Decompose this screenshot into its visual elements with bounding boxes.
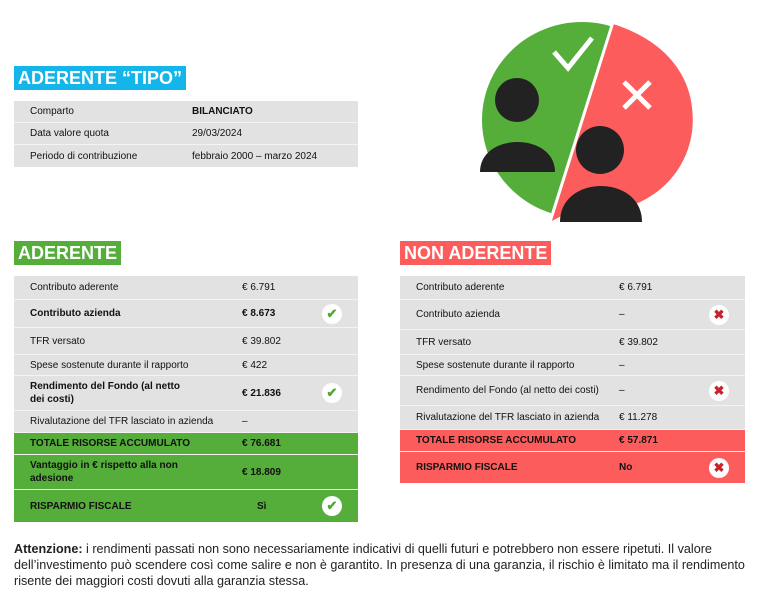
table-row-tax: RISPARMIO FISCALE Sì ✔	[14, 490, 358, 522]
row-value: € 422	[242, 359, 268, 371]
table-row-tax: RISPARMIO FISCALE No ✖	[400, 452, 745, 483]
table-row: Periodo di contribuzione febbraio 2000 – …	[14, 145, 358, 167]
disclaimer-text: i rendimenti passati non sono necessaria…	[14, 542, 745, 588]
person-icon	[560, 126, 642, 222]
row-label: Contributo aderente	[30, 282, 119, 293]
x-icon: ✖	[709, 380, 729, 401]
x-icon: ✖	[709, 457, 729, 478]
row-label: Vantaggio in € rispetto alla non adesion…	[30, 460, 178, 484]
row-value: 29/03/2024	[192, 128, 243, 139]
table-row: Data valore quota 29/03/2024	[14, 123, 358, 145]
row-label: TFR versato	[416, 336, 472, 348]
row-label: Rendimento del Fondo (al netto dei costi…	[416, 385, 599, 396]
row-value: –	[619, 309, 625, 320]
table-row: Contributo azienda € 8.673 ✔	[14, 300, 358, 328]
row-value: Sì	[257, 500, 267, 512]
row-label: Rendimento del Fondo (al netto dei costi…	[30, 381, 180, 405]
non-aderente-title: NON ADERENTE	[400, 241, 552, 265]
row-label: TOTALE RISORSE ACCUMULATO	[416, 435, 576, 446]
row-label: Rivalutazione del TFR lasciato in aziend…	[30, 416, 214, 427]
row-value: febbraio 2000 – marzo 2024	[192, 150, 318, 162]
table-row-total: TOTALE RISORSE ACCUMULATO € 76.681	[14, 433, 358, 455]
row-label: RISPARMIO FISCALE	[416, 462, 518, 473]
check-icon	[552, 36, 594, 72]
non-aderente-table: Contributo aderente € 6.791 Contributo az…	[400, 276, 745, 483]
row-value: € 6.791	[242, 282, 276, 293]
table-row: Spese sostenute durante il rapporto € 422	[14, 355, 358, 376]
table-row-advantage: Vantaggio in € rispetto alla non adesion…	[14, 455, 358, 490]
row-value: –	[619, 359, 625, 371]
row-label: Contributo aderente	[416, 282, 505, 293]
row-value: € 39.802	[242, 335, 281, 347]
x-icon: ✖	[709, 304, 729, 325]
aderente-title: ADERENTE	[14, 241, 122, 265]
row-value: –	[619, 385, 625, 396]
row-value: € 21.836	[242, 387, 281, 399]
disclaimer-label: Attenzione:	[14, 542, 83, 556]
table-row: Rendimento del Fondo (al netto dei costi…	[14, 376, 358, 411]
table-row: Contributo aderente € 6.791	[400, 276, 745, 300]
aderente-table: Contributo aderente € 6.791 Contributo az…	[14, 276, 358, 522]
row-label: Data valore quota	[30, 128, 109, 139]
row-label: TOTALE RISORSE ACCUMULATO	[30, 438, 190, 449]
table-row: TFR versato € 39.802	[14, 328, 358, 355]
table-row: Rivalutazione del TFR lasciato in aziend…	[14, 411, 358, 433]
check-icon: ✔	[322, 383, 342, 403]
check-icon: ✔	[322, 303, 342, 324]
table-row: TFR versato € 39.802	[400, 330, 745, 355]
row-value: No	[619, 462, 633, 473]
row-label: Contributo azienda	[30, 308, 121, 319]
table-row: Spese sostenute durante il rapporto –	[400, 355, 745, 376]
table-row: Contributo aderente € 6.791	[14, 276, 358, 300]
table-row: Contributo azienda – ✖	[400, 300, 745, 330]
check-icon: ✔	[322, 496, 342, 516]
profile-title: ADERENTE “TIPO”	[14, 66, 187, 90]
row-value: € 6.791	[619, 282, 653, 293]
profile-table: Comparto BILANCIATO Data valore quota 29/0…	[14, 101, 358, 167]
x-icon	[622, 80, 652, 110]
row-label: Contributo azienda	[416, 309, 500, 320]
table-row-total: TOTALE RISORSE ACCUMULATO € 57.871	[400, 430, 745, 452]
table-row: Rendimento del Fondo (al netto dei costi…	[400, 376, 745, 406]
row-label: Spese sostenute durante il rapporto	[416, 359, 575, 371]
row-value: € 11.278	[619, 412, 658, 423]
table-row: Rivalutazione del TFR lasciato in aziend…	[400, 406, 745, 430]
row-value: € 76.681	[242, 438, 281, 449]
row-label: Rivalutazione del TFR lasciato in aziend…	[416, 412, 600, 423]
row-value: € 8.673	[242, 308, 276, 319]
row-value: BILANCIATO	[192, 106, 253, 117]
row-value: –	[242, 416, 248, 427]
row-label: Comparto	[30, 106, 74, 117]
row-value: € 39.802	[619, 336, 658, 348]
row-label: Periodo di contribuzione	[30, 150, 138, 162]
disclaimer: Attenzione: i rendimenti passati non son…	[14, 541, 754, 589]
row-label: RISPARMIO FISCALE	[30, 500, 132, 512]
row-value: € 18.809	[242, 466, 281, 478]
person-icon	[480, 78, 555, 172]
row-label: TFR versato	[30, 335, 86, 347]
table-row: Comparto BILANCIATO	[14, 101, 358, 123]
row-value: € 57.871	[619, 435, 658, 446]
adherent-vs-non-adherent-illustration	[480, 22, 693, 222]
row-label: Spese sostenute durante il rapporto	[30, 359, 189, 371]
